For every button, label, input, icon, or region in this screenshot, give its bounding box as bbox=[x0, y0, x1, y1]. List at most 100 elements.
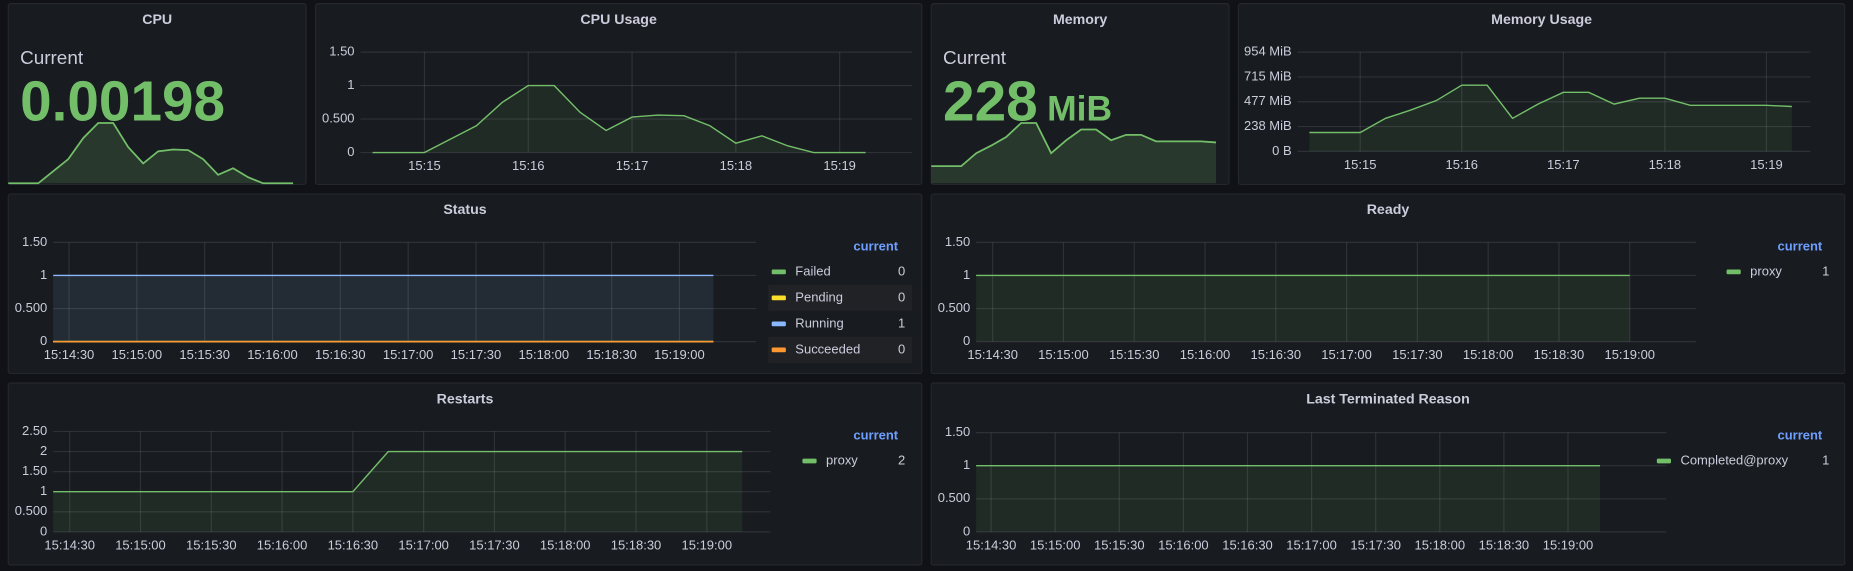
stat-label: Current bbox=[20, 48, 84, 69]
x-tick-label: 15:17:30 bbox=[451, 347, 502, 362]
y-tick-label: 0 B bbox=[1272, 143, 1292, 158]
x-tick-label: 15:19:00 bbox=[682, 538, 733, 553]
x-tick-label: 15:19 bbox=[1750, 157, 1783, 172]
y-tick-label: 1.50 bbox=[945, 234, 970, 249]
legend-value: 0 bbox=[898, 341, 905, 356]
legend-label: proxy bbox=[1750, 263, 1782, 278]
y-tick-label: 1 bbox=[40, 267, 47, 282]
x-tick-label: 15:17:30 bbox=[1350, 538, 1401, 553]
x-tick-label: 15:18:00 bbox=[1463, 347, 1514, 362]
legend-value: 0 bbox=[898, 289, 905, 304]
y-tick-label: 0.500 bbox=[938, 300, 971, 315]
panel bbox=[7, 193, 923, 375]
legend-swatch bbox=[771, 269, 786, 275]
y-tick-label: 477 MiB bbox=[1244, 93, 1292, 108]
x-tick-label: 15:17 bbox=[616, 158, 649, 173]
x-tick-label: 15:16:30 bbox=[1222, 538, 1273, 553]
x-tick-label: 15:16:00 bbox=[257, 538, 308, 553]
stat-number: 0.00198 bbox=[20, 71, 225, 134]
panel-title: Restarts bbox=[437, 391, 494, 407]
x-tick-label: 15:19:00 bbox=[654, 347, 705, 362]
stat-unit: MiB bbox=[1047, 89, 1112, 129]
panel bbox=[930, 382, 1846, 566]
x-tick-label: 15:16:00 bbox=[247, 347, 298, 362]
x-tick-label: 15:19:00 bbox=[1604, 347, 1655, 362]
y-tick-label: 0 bbox=[963, 333, 970, 348]
panel-title: Ready bbox=[1367, 202, 1410, 218]
x-tick-label: 15:15:00 bbox=[1030, 538, 1081, 553]
legend-swatch bbox=[1726, 269, 1741, 275]
legend-swatch bbox=[771, 347, 786, 353]
legend-value: 1 bbox=[1822, 263, 1829, 278]
legend-value: 2 bbox=[898, 452, 905, 467]
y-tick-label: 2 bbox=[40, 443, 47, 458]
stat-number: 228 bbox=[943, 71, 1038, 134]
legend-value: 1 bbox=[898, 315, 905, 330]
x-tick-label: 15:15:00 bbox=[115, 538, 166, 553]
x-tick-label: 15:19:00 bbox=[1543, 538, 1594, 553]
panel-title: Status bbox=[443, 202, 486, 218]
panel bbox=[1237, 3, 1846, 186]
series-area bbox=[976, 275, 1630, 342]
y-tick-label: 1.50 bbox=[945, 424, 970, 439]
y-tick-label: 0.500 bbox=[15, 503, 48, 518]
series-area bbox=[976, 465, 1601, 532]
y-tick-label: 1.50 bbox=[22, 234, 47, 249]
x-tick-label: 15:15:30 bbox=[179, 347, 230, 362]
legend-swatch bbox=[802, 458, 817, 464]
y-tick-label: 1 bbox=[963, 267, 970, 282]
sparkline bbox=[931, 122, 1217, 167]
legend-label: Failed bbox=[795, 263, 830, 278]
y-tick-label: 954 MiB bbox=[1244, 44, 1292, 59]
x-tick-label: 15:14:30 bbox=[44, 347, 95, 362]
series-line bbox=[372, 84, 866, 154]
series-area bbox=[53, 451, 743, 532]
x-tick-label: 15:18 bbox=[1649, 157, 1682, 172]
series-area bbox=[1309, 85, 1792, 152]
x-tick-label: 15:17:00 bbox=[383, 347, 434, 362]
x-tick-label: 15:16 bbox=[1446, 157, 1479, 172]
legend-label: Pending bbox=[795, 289, 843, 304]
y-tick-label: 1 bbox=[40, 483, 47, 498]
panel-title: CPU Usage bbox=[580, 12, 657, 28]
legend-value: 0 bbox=[898, 263, 905, 278]
y-tick-label: 0 bbox=[347, 144, 354, 159]
x-tick-label: 15:18 bbox=[720, 158, 753, 173]
legend-header: current bbox=[853, 239, 898, 254]
x-tick-label: 15:16:00 bbox=[1158, 538, 1209, 553]
x-tick-label: 15:17:30 bbox=[1392, 347, 1443, 362]
legend-label: Succeeded bbox=[795, 341, 860, 356]
x-tick-label: 15:18:30 bbox=[586, 347, 637, 362]
sparkline bbox=[8, 122, 294, 185]
y-tick-label: 1 bbox=[347, 77, 354, 92]
x-tick-label: 15:17:00 bbox=[398, 538, 449, 553]
x-tick-label: 15:16:30 bbox=[315, 347, 366, 362]
legend-row-bg bbox=[768, 336, 913, 363]
x-tick-label: 15:15:30 bbox=[186, 538, 237, 553]
y-tick-label: 0 bbox=[963, 523, 970, 538]
x-tick-label: 15:14:30 bbox=[44, 538, 95, 553]
x-tick-label: 15:15:30 bbox=[1094, 538, 1145, 553]
panel-title: Last Terminated Reason bbox=[1306, 391, 1470, 407]
series-area bbox=[372, 85, 866, 153]
panel-title: Memory bbox=[1053, 12, 1107, 28]
legend-swatch bbox=[771, 321, 786, 327]
sparkline-area bbox=[931, 123, 1217, 184]
legend-row-bg bbox=[768, 284, 913, 311]
y-tick-label: 0.500 bbox=[322, 111, 354, 126]
x-tick-label: 15:18:00 bbox=[1415, 538, 1466, 553]
x-tick-label: 15:14:30 bbox=[967, 347, 1018, 362]
series-area bbox=[53, 275, 714, 342]
x-tick-label: 15:16:00 bbox=[1180, 347, 1231, 362]
series-line bbox=[53, 450, 743, 493]
y-tick-label: 715 MiB bbox=[1244, 68, 1292, 83]
y-tick-label: 1 bbox=[963, 457, 970, 472]
y-tick-label: 0.500 bbox=[938, 490, 971, 505]
panel bbox=[930, 3, 1230, 186]
legend-header: current bbox=[1778, 428, 1823, 443]
x-tick-label: 15:15:30 bbox=[1109, 347, 1160, 362]
x-tick-label: 15:19 bbox=[823, 158, 856, 173]
legend-swatch bbox=[1656, 458, 1672, 464]
